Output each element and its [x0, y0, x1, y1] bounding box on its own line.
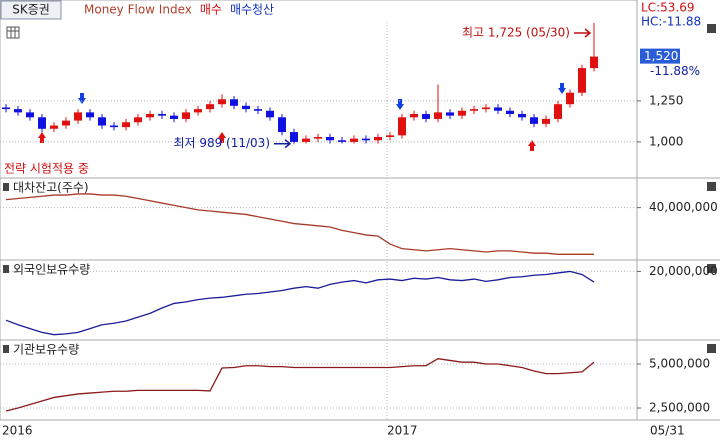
- x-axis-label: 2016: [2, 424, 33, 438]
- close-button[interactable]: [707, 24, 716, 33]
- candle-body: [494, 107, 502, 111]
- x-axis-label: 2017: [387, 424, 418, 438]
- panel-title-marker: [3, 183, 9, 191]
- candle-body: [506, 110, 514, 115]
- candle-body: [554, 104, 562, 119]
- candle-body: [542, 118, 550, 124]
- buy-signal: [38, 132, 46, 143]
- strategy-note: 전략 시험적용 중: [4, 162, 89, 176]
- panel-title-marker: [3, 265, 9, 273]
- high-annotation: 최고 1,725 (05/30): [462, 25, 570, 39]
- change-label: -11.88%: [650, 64, 700, 78]
- candle-body: [266, 110, 274, 118]
- candle-body: [146, 114, 154, 118]
- candle-body: [350, 138, 358, 142]
- panel-title: 대차잔고(주수): [13, 181, 89, 195]
- panel-title: 기관보유수량: [13, 343, 79, 357]
- candle-body: [434, 112, 442, 119]
- candle-body: [482, 107, 490, 110]
- candle-body: [122, 122, 130, 128]
- last-price-label: 1,520: [644, 49, 678, 63]
- legend-entry: 매수: [200, 3, 222, 17]
- y-tick-label: 1,250: [649, 93, 683, 107]
- candle-body: [50, 125, 58, 129]
- candle-body: [398, 117, 406, 136]
- candle-body: [458, 110, 466, 116]
- low-arrow: [274, 139, 292, 149]
- candle-body: [410, 114, 418, 118]
- legend-entry: Money Flow Index: [84, 3, 192, 17]
- buy-signal: [528, 140, 536, 151]
- candle-body: [422, 114, 430, 119]
- x-axis-label: 05/31: [650, 424, 685, 438]
- sell-signal: [396, 99, 404, 110]
- candle-body: [386, 135, 394, 137]
- close-button[interactable]: [707, 344, 716, 353]
- candle-body: [38, 117, 46, 129]
- candle-body: [170, 115, 178, 119]
- candle-body: [26, 112, 34, 118]
- candle-body: [98, 117, 106, 126]
- sell-signal: [558, 83, 566, 94]
- y-tick-label: 20,000,000: [649, 264, 718, 278]
- y-tick-label: 5,000,000: [649, 356, 710, 370]
- candle-body: [134, 117, 142, 123]
- close-button[interactable]: [707, 264, 716, 273]
- candle-body: [2, 107, 10, 110]
- candle-body: [374, 136, 382, 141]
- candle-body: [518, 114, 526, 118]
- y-tick-label: 1,000: [649, 134, 683, 148]
- candle-body: [302, 138, 310, 142]
- header-right-label: LC:53.69: [641, 1, 694, 15]
- candle-body: [578, 68, 586, 93]
- candle-body: [254, 109, 262, 111]
- y-tick-label: 40,000,000: [649, 200, 718, 214]
- candle-body: [230, 99, 238, 106]
- header-right-label: HC:-11.88: [641, 15, 701, 29]
- stock-tab-label: SK증권: [12, 3, 50, 17]
- high-arrow: [574, 28, 592, 38]
- low-annotation: 최저 989 (11/03): [173, 136, 270, 150]
- candle-body: [74, 112, 82, 121]
- buy-signal: [218, 132, 226, 143]
- series-line: [5, 193, 594, 255]
- candle-body: [182, 112, 190, 119]
- candle-body: [530, 117, 538, 124]
- candle-body: [158, 114, 166, 116]
- candle-body: [290, 132, 298, 142]
- candle-body: [566, 92, 574, 105]
- candle-body: [86, 112, 94, 118]
- panel-title: 외국인보유수량: [13, 263, 90, 277]
- stock-tab[interactable]: [0, 0, 62, 20]
- y-tick-label: 2,500,000: [649, 401, 710, 415]
- legend-entry: 매수청산: [230, 3, 274, 17]
- close-button[interactable]: [707, 182, 716, 191]
- candle-body: [362, 138, 370, 141]
- panel-title-marker: [3, 345, 9, 353]
- last-price-box: [640, 48, 680, 64]
- candle-body: [326, 136, 334, 141]
- candle-body: [62, 120, 70, 126]
- sell-signal: [78, 93, 86, 104]
- candle-body: [446, 112, 454, 116]
- candle-body: [110, 125, 118, 128]
- candle-body: [470, 109, 478, 111]
- candle-body: [242, 105, 250, 110]
- grid-icon[interactable]: [6, 26, 20, 39]
- series-line: [5, 270, 595, 336]
- candle-body: [314, 136, 322, 139]
- candle-body: [14, 109, 22, 113]
- candle-body: [590, 56, 598, 69]
- candle-body: [206, 104, 214, 110]
- candle-body: [218, 99, 226, 105]
- series-line: [5, 358, 595, 412]
- candle-body: [338, 140, 346, 142]
- candle-body: [194, 109, 202, 113]
- candle-body: [278, 117, 286, 133]
